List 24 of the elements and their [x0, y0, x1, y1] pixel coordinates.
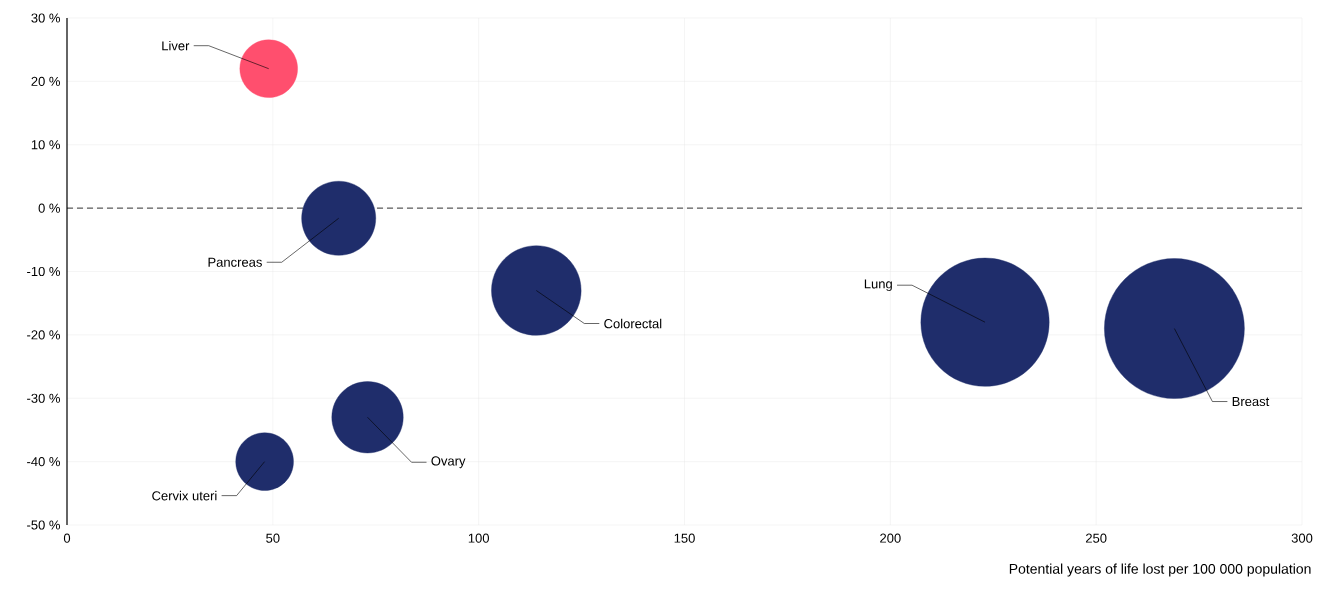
- x-tick-label: 100: [468, 533, 489, 543]
- annotation: Cervix uteri: [152, 490, 217, 501]
- annotation: Colorectal: [604, 318, 662, 329]
- y-tick-label: 10 %: [31, 140, 60, 150]
- y-tick-label: 20 %: [31, 76, 60, 86]
- annotation: Liver: [162, 40, 190, 51]
- x-tick-label: 200: [880, 533, 901, 543]
- y-tick-label: -10 %: [27, 266, 60, 277]
- y-tick-label: 0 %: [38, 203, 60, 213]
- x-tick-label: 250: [1085, 533, 1107, 543]
- y-tick-label: -30 %: [27, 393, 60, 403]
- annotation: Breast: [1232, 397, 1270, 407]
- y-tick-label: -20 %: [27, 330, 60, 340]
- x-tick-label: 0: [63, 533, 71, 543]
- x-tick-label: 50: [266, 533, 280, 543]
- y-tick-label: -40 %: [27, 457, 60, 467]
- x-axis-title: Potential years of life lost per 100 000 population: [1009, 563, 1311, 577]
- y-tick-label: 30 %: [31, 13, 60, 23]
- annotation: Lung: [864, 279, 892, 292]
- annotation: Pancreas: [208, 257, 262, 267]
- x-tick-label: 150: [674, 533, 695, 543]
- x-tick-label: 300: [1291, 533, 1313, 543]
- y-tick-label: -50 %: [27, 520, 60, 530]
- annotation: Ovary: [431, 456, 466, 469]
